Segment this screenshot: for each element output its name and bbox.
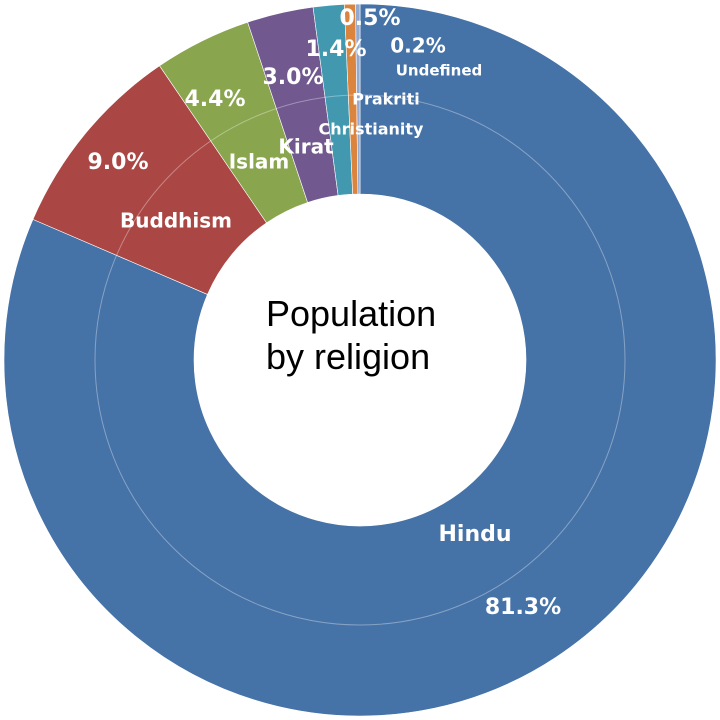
category-label: Christianity [319,120,424,139]
value-label: 9.0% [87,150,148,175]
category-label: Islam [229,150,290,174]
value-label: 81.3% [485,595,561,620]
category-label: Buddhism [120,209,232,233]
value-label: 4.4% [184,87,245,112]
value-label: 3.0% [262,65,323,90]
category-label: Undefined [396,62,482,80]
slice [355,3,361,195]
slice [3,3,717,717]
chart-title: Population by religion [266,293,437,377]
value-label: 0.2% [390,34,445,58]
value-label: 0.5% [339,6,400,31]
category-label: Hindu [438,522,511,547]
inner-ring [94,94,626,626]
category-label: Kirat [278,135,334,159]
category-label: Prakriti [352,90,420,109]
value-label: 1.4% [305,37,366,62]
